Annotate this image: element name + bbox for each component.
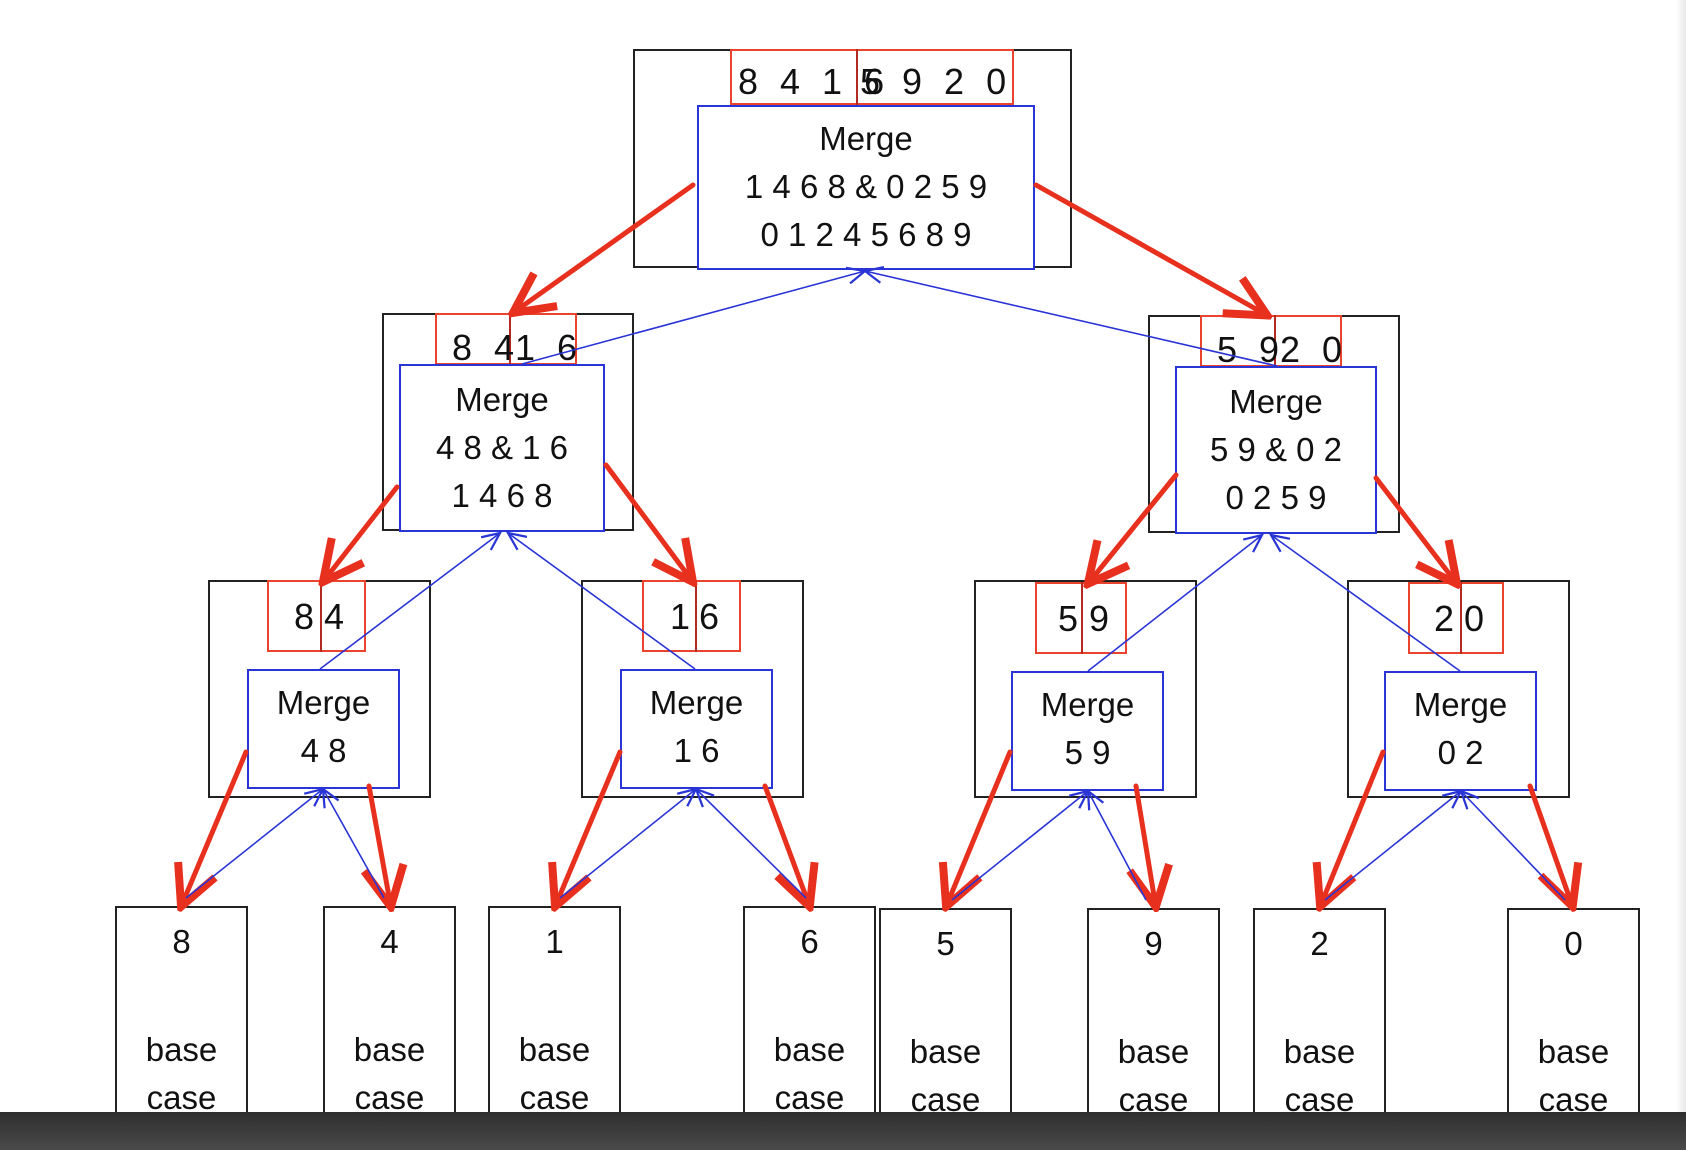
- level2-node-1-merge-title: Merge: [276, 684, 371, 721]
- root-array-divider: [856, 49, 858, 105]
- level1-left-array-divider: [509, 313, 511, 365]
- leaf-node-6: 9 base case: [1087, 908, 1220, 1126]
- leaf-7-label-line1: base: [1283, 1033, 1356, 1070]
- merge-arrow: [1324, 789, 1464, 901]
- root-array-right-text: 5 9 2 0: [860, 61, 1013, 102]
- root-merge-inputs: 1 4 6 8 & 0 2 5 9: [744, 168, 988, 205]
- root-array-left: [730, 49, 858, 105]
- leaf-node-7: 2 base case: [1253, 908, 1386, 1126]
- level2-node-1-array-divider: [320, 580, 322, 652]
- level2-node-1-array-left: [267, 580, 322, 652]
- leaf-6-label-line1: base: [1117, 1033, 1190, 1070]
- leaf-6-value: 9: [1144, 925, 1163, 962]
- level2-node-4-array-right-text: 0: [1464, 598, 1485, 639]
- level2-node-3-merge-box: Merge 5 9: [1011, 671, 1164, 791]
- leaf-4-label-line1: base: [773, 1031, 846, 1068]
- level2-node-3-merge-title: Merge: [1040, 686, 1135, 723]
- level1-left-merge-box: Merge 4 8 & 1 6 1 4 6 8: [399, 364, 605, 532]
- leaf-4-value: 6: [800, 923, 819, 960]
- leaf-7-value: 2: [1310, 925, 1329, 962]
- leaf-8-label-line1: base: [1537, 1033, 1610, 1070]
- merge-arrow: [321, 786, 385, 899]
- leaf-3-label-line1: base: [518, 1031, 591, 1068]
- level2-node-3-array-left-text: 5: [1058, 598, 1079, 639]
- leaf-node-3: 1 base case: [488, 906, 621, 1124]
- leaf-5-label-line2: case: [910, 1081, 981, 1118]
- level1-left-merge-result: 1 4 6 8: [451, 477, 553, 514]
- level2-node-3-array-divider: [1081, 582, 1083, 654]
- level2-node-1-merge-values: 4 8: [300, 732, 347, 769]
- split-arrow: [1527, 783, 1571, 902]
- leaf-5-label-line1: base: [909, 1033, 982, 1070]
- merge-arrow: [559, 787, 699, 899]
- right-edge-shadow: [1676, 0, 1686, 1112]
- leaf-8-label-line2: case: [1538, 1081, 1609, 1118]
- level2-node-4-array-divider: [1460, 582, 1462, 654]
- leaf-node-8: 0 base case: [1507, 908, 1640, 1126]
- leaf-7-label-line2: case: [1284, 1081, 1355, 1118]
- bottom-bar: [0, 1112, 1686, 1150]
- level1-right-merge-title: Merge: [1229, 383, 1323, 420]
- leaf-2-label-line1: base: [353, 1031, 426, 1068]
- root-merge-title: Merge: [819, 120, 913, 157]
- level2-node-2-merge-values: 1 6: [673, 732, 720, 769]
- leaf-1-label-line1: base: [145, 1031, 218, 1068]
- leaf-5-value: 5: [936, 925, 955, 962]
- level2-node-2-merge-box: Merge 1 6: [620, 669, 773, 789]
- split-arrow: [1136, 783, 1155, 902]
- level2-node-1-array-right-text: 4: [324, 596, 345, 637]
- root-merge-box: Merge 1 4 6 8 & 0 2 5 9 0 1 2 4 5 6 8 9: [697, 105, 1035, 270]
- leaf-node-5: 5 base case: [879, 908, 1012, 1126]
- leaf-3-label-line2: case: [519, 1079, 590, 1116]
- merge-arrow: [951, 789, 1091, 901]
- leaf-node-4: 6 base case: [743, 906, 876, 1124]
- split-arrow: [369, 783, 390, 902]
- level1-right-merge-box: Merge 5 9 & 0 2 0 2 5 9: [1175, 366, 1377, 534]
- merge-arrow: [1086, 788, 1147, 901]
- leaf-6-label-line2: case: [1118, 1081, 1189, 1118]
- level2-node-3-array-right-text: 9: [1089, 598, 1110, 639]
- merge-arrow: [1459, 789, 1566, 901]
- level2-node-1-array-left-text: 8: [294, 596, 315, 637]
- level2-node-3-merge-values: 5 9: [1064, 734, 1111, 771]
- leaf-2-value: 4: [380, 923, 399, 960]
- leaf-4-label-line2: case: [774, 1079, 845, 1116]
- leaf-8-value: 0: [1564, 925, 1583, 962]
- level2-node-2-array-left-text: 1: [670, 596, 691, 637]
- level1-left-merge-inputs: 4 8 & 1 6: [435, 429, 569, 466]
- level2-node-2-array-divider: [695, 580, 697, 652]
- leaf-node-1: 8 base case: [115, 906, 248, 1124]
- level1-left-array-left-text: 8 4: [452, 327, 521, 368]
- level2-node-2-array-right-text: 6: [699, 596, 720, 637]
- level2-node-4-merge-values: 0 2: [1437, 734, 1484, 771]
- leaf-3-value: 1: [545, 923, 564, 960]
- level2-node-4-array-left-text: 2: [1434, 598, 1455, 639]
- leaf-1-label-line2: case: [146, 1079, 217, 1116]
- level1-left-array-right-text: 1 6: [515, 327, 584, 368]
- split-arrow: [762, 783, 808, 902]
- level1-right-array-left-text: 5 9: [1217, 329, 1286, 370]
- level1-right-merge-result: 0 2 5 9: [1225, 479, 1327, 516]
- merge-arrow: [694, 787, 807, 899]
- level2-node-4-merge-box: Merge 0 2: [1384, 671, 1537, 791]
- level1-right-merge-inputs: 5 9 & 0 2: [1209, 431, 1343, 468]
- level1-left-merge-title: Merge: [455, 381, 549, 418]
- level1-right-array-right-text: 2 0: [1280, 329, 1349, 370]
- level2-node-1-merge-box: Merge 4 8: [247, 669, 400, 789]
- level2-node-2-merge-title: Merge: [649, 684, 744, 721]
- root-array-left-text: 8 4 1 6: [738, 61, 891, 102]
- leaf-1-value: 8: [172, 923, 191, 960]
- level2-node-4-merge-title: Merge: [1413, 686, 1508, 723]
- leaf-node-2: 4 base case: [323, 906, 456, 1124]
- leaf-2-label-line2: case: [354, 1079, 425, 1116]
- root-merge-result: 0 1 2 4 5 6 8 9: [760, 216, 972, 253]
- merge-arrow: [185, 787, 326, 899]
